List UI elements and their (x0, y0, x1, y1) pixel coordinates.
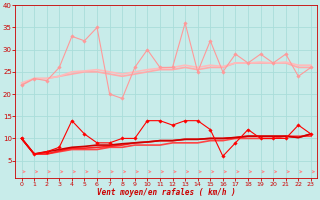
X-axis label: Vent moyen/en rafales ( km/h ): Vent moyen/en rafales ( km/h ) (97, 188, 236, 197)
